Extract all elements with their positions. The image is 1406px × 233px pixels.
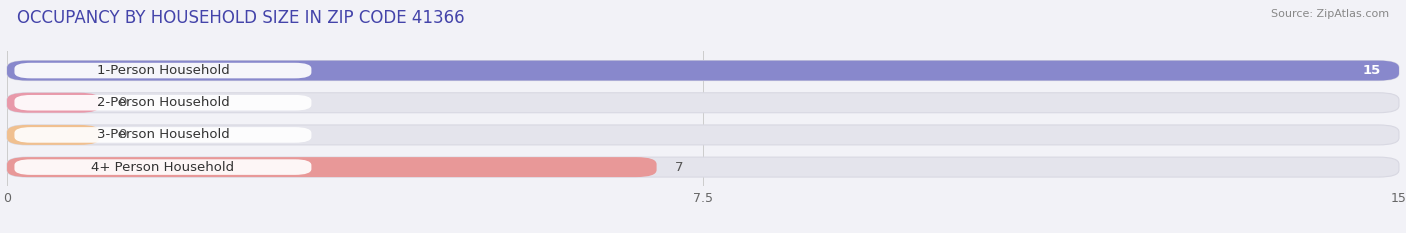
- FancyBboxPatch shape: [7, 157, 657, 177]
- FancyBboxPatch shape: [14, 95, 311, 110]
- FancyBboxPatch shape: [14, 127, 311, 143]
- FancyBboxPatch shape: [7, 93, 100, 113]
- Text: 7: 7: [675, 161, 683, 174]
- Text: Source: ZipAtlas.com: Source: ZipAtlas.com: [1271, 9, 1389, 19]
- Text: 4+ Person Household: 4+ Person Household: [91, 161, 235, 174]
- FancyBboxPatch shape: [7, 157, 1399, 177]
- Text: 3-Person Household: 3-Person Household: [97, 128, 229, 141]
- Text: OCCUPANCY BY HOUSEHOLD SIZE IN ZIP CODE 41366: OCCUPANCY BY HOUSEHOLD SIZE IN ZIP CODE …: [17, 9, 464, 27]
- Text: 2-Person Household: 2-Person Household: [97, 96, 229, 109]
- Text: 0: 0: [118, 128, 127, 141]
- FancyBboxPatch shape: [14, 159, 311, 175]
- FancyBboxPatch shape: [7, 61, 1399, 81]
- Text: 15: 15: [1362, 64, 1381, 77]
- Text: 1-Person Household: 1-Person Household: [97, 64, 229, 77]
- FancyBboxPatch shape: [7, 125, 100, 145]
- FancyBboxPatch shape: [7, 125, 1399, 145]
- FancyBboxPatch shape: [7, 61, 1399, 81]
- Text: 0: 0: [118, 96, 127, 109]
- FancyBboxPatch shape: [14, 63, 311, 78]
- FancyBboxPatch shape: [7, 93, 1399, 113]
